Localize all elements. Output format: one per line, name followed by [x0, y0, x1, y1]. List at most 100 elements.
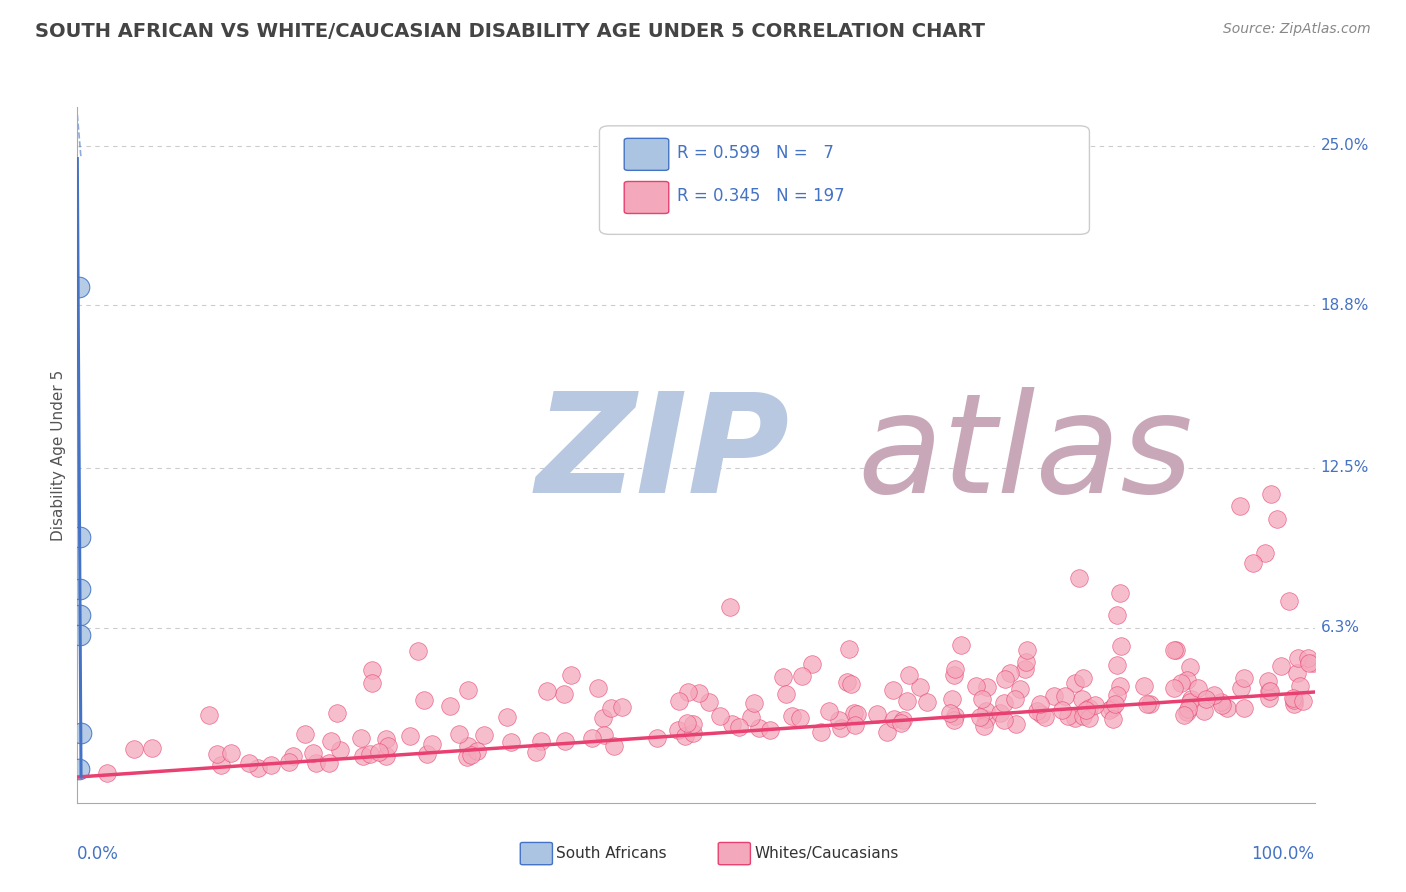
- Point: [305, 756, 328, 770]
- Point: [883, 712, 905, 726]
- Point: [377, 739, 399, 754]
- Point: [688, 686, 710, 700]
- Point: [302, 746, 325, 760]
- Point: [800, 657, 823, 671]
- Point: [943, 662, 966, 676]
- Point: [1014, 662, 1036, 676]
- Point: [949, 638, 972, 652]
- Point: [1270, 658, 1292, 673]
- Point: [501, 735, 523, 749]
- Point: [810, 724, 832, 739]
- Point: [1026, 704, 1049, 718]
- Point: [1077, 701, 1099, 715]
- Point: [1133, 679, 1156, 693]
- Text: South Africans: South Africans: [557, 847, 666, 861]
- Point: [412, 693, 434, 707]
- Point: [1107, 658, 1129, 673]
- Point: [748, 721, 770, 735]
- Point: [890, 716, 912, 731]
- Point: [1173, 707, 1195, 722]
- Point: [1031, 706, 1053, 721]
- Point: [792, 669, 814, 683]
- Point: [588, 681, 610, 695]
- Text: 0.0%: 0.0%: [77, 845, 120, 863]
- Point: [1033, 709, 1056, 723]
- Point: [941, 692, 963, 706]
- Point: [260, 757, 283, 772]
- Point: [526, 745, 548, 759]
- Point: [294, 726, 316, 740]
- Point: [529, 734, 551, 748]
- Point: [592, 728, 614, 742]
- Point: [1211, 698, 1233, 712]
- Point: [780, 709, 803, 723]
- Point: [238, 756, 260, 770]
- Text: SOUTH AFRICAN VS WHITE/CAUCASIAN DISABILITY AGE UNDER 5 CORRELATION CHART: SOUTH AFRICAN VS WHITE/CAUCASIAN DISABIL…: [35, 22, 986, 41]
- Point: [721, 717, 744, 731]
- Point: [969, 709, 991, 723]
- Point: [1109, 586, 1132, 600]
- Point: [673, 729, 696, 743]
- Point: [581, 731, 603, 746]
- Point: [329, 742, 352, 756]
- Point: [122, 742, 145, 756]
- Point: [1109, 679, 1132, 693]
- Point: [1178, 695, 1201, 709]
- Point: [866, 707, 889, 722]
- Text: 25.0%: 25.0%: [1320, 138, 1369, 153]
- Point: [209, 757, 232, 772]
- Point: [205, 747, 228, 762]
- Point: [844, 718, 866, 732]
- Point: [1175, 673, 1198, 687]
- Point: [69, 628, 91, 642]
- Point: [1241, 556, 1264, 570]
- Point: [1180, 692, 1202, 706]
- Point: [1267, 512, 1289, 526]
- Point: [830, 721, 852, 735]
- Point: [361, 676, 384, 690]
- Point: [1195, 692, 1218, 706]
- Point: [1139, 697, 1161, 711]
- Point: [772, 670, 794, 684]
- Text: Source: ZipAtlas.com: Source: ZipAtlas.com: [1223, 22, 1371, 37]
- Point: [1057, 709, 1080, 723]
- Point: [278, 755, 301, 769]
- Point: [69, 530, 91, 544]
- Point: [942, 667, 965, 681]
- Point: [319, 733, 342, 747]
- Point: [1260, 486, 1282, 500]
- Point: [281, 749, 304, 764]
- Point: [1216, 700, 1239, 714]
- Point: [1102, 712, 1125, 726]
- Point: [1229, 500, 1251, 514]
- Point: [198, 708, 221, 723]
- Point: [1004, 691, 1026, 706]
- FancyBboxPatch shape: [599, 126, 1090, 235]
- Point: [1053, 689, 1076, 703]
- Point: [908, 680, 931, 694]
- Point: [592, 711, 614, 725]
- Point: [828, 713, 851, 727]
- Point: [1084, 698, 1107, 713]
- Point: [839, 677, 862, 691]
- Point: [67, 280, 90, 294]
- Text: ZIP: ZIP: [536, 387, 789, 523]
- Point: [1254, 546, 1277, 560]
- Point: [676, 684, 699, 698]
- Point: [1163, 681, 1185, 696]
- Point: [1101, 701, 1123, 715]
- Point: [1233, 700, 1256, 714]
- Text: R = 0.345   N = 197: R = 0.345 N = 197: [678, 187, 845, 205]
- Point: [1077, 711, 1099, 725]
- Point: [536, 684, 558, 698]
- Point: [915, 695, 938, 709]
- Point: [560, 668, 582, 682]
- Point: [675, 716, 697, 731]
- Point: [1302, 656, 1324, 670]
- Point: [896, 694, 918, 708]
- Text: 12.5%: 12.5%: [1320, 460, 1369, 475]
- Point: [1178, 659, 1201, 673]
- Point: [835, 674, 858, 689]
- Point: [70, 726, 93, 740]
- Point: [141, 741, 163, 756]
